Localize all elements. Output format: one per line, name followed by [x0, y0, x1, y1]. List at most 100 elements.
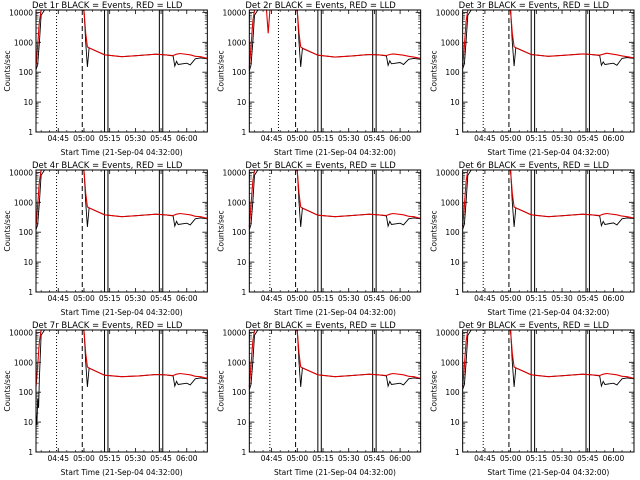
- x-tick-label: 05:00: [500, 134, 522, 143]
- x-tick-label: 04:45: [261, 294, 283, 303]
- plot-frame: [248, 329, 422, 453]
- y-tick-label: 1: [455, 128, 460, 137]
- y-axis-label: Counts/sec: [430, 50, 439, 91]
- plot-frame: [248, 169, 422, 293]
- x-axis-label: Start Time (21-Sep-04 04:32:00): [61, 148, 183, 157]
- x-tick-label: 05:00: [73, 454, 95, 463]
- lld-series-line: [35, 9, 208, 67]
- y-tick-label: 100: [445, 68, 460, 77]
- y-tick-label: 10000: [222, 328, 246, 337]
- x-tick-label: 06:00: [176, 454, 198, 463]
- x-tick-label: 04:45: [47, 294, 69, 303]
- y-tick-label: 1000: [227, 198, 246, 207]
- events-series-line: [35, 329, 208, 426]
- panel-title: Det 8r BLACK = Events, RED = LLD: [245, 321, 396, 331]
- lld-series-line: [248, 9, 421, 68]
- plot-frame: [35, 329, 208, 453]
- y-tick-label: 1: [242, 128, 247, 137]
- y-tick-label: 100: [232, 68, 247, 77]
- y-axis-label: Counts/sec: [3, 50, 12, 91]
- panel-det-5: Det 5r BLACK = Events, RED = LLD Start Ti…: [216, 161, 422, 317]
- panel-title: Det 6r BLACK = Events, RED = LLD: [459, 161, 610, 171]
- x-tick-label: 05:45: [150, 294, 172, 303]
- y-tick-label: 100: [445, 228, 460, 237]
- x-axis-label: Start Time (21-Sep-04 04:32:00): [274, 148, 396, 157]
- x-axis-label: Start Time (21-Sep-04 04:32:00): [487, 148, 609, 157]
- y-tick-label: 100: [232, 228, 247, 237]
- plot-frame: [462, 329, 635, 453]
- panel-det-1: Det 1r BLACK = Events, RED = LLD Start Ti…: [3, 1, 208, 157]
- x-tick-label: 06:00: [603, 134, 625, 143]
- lld-series-line: [35, 329, 208, 387]
- y-axis-label: Counts/sec: [3, 210, 12, 251]
- x-tick-label: 05:15: [99, 454, 121, 463]
- x-tick-label: 05:30: [551, 134, 573, 143]
- panel-det-7: Det 7r BLACK = Events, RED = LLD Start Ti…: [3, 321, 208, 477]
- x-tick-label: 05:30: [125, 454, 147, 463]
- y-tick-label: 10000: [436, 8, 460, 17]
- y-tick-label: 1000: [227, 38, 246, 47]
- y-tick-label: 10000: [9, 328, 33, 337]
- events-series-line: [248, 9, 421, 72]
- y-axis-label: Counts/sec: [216, 210, 225, 251]
- y-tick-label: 1: [455, 448, 460, 457]
- x-tick-label: 05:30: [125, 294, 147, 303]
- x-tick-label: 05:30: [338, 454, 360, 463]
- y-axis-label: Counts/sec: [430, 370, 439, 411]
- x-tick-label: 05:45: [364, 294, 386, 303]
- x-tick-label: 05:45: [364, 454, 386, 463]
- x-axis-label: Start Time (21-Sep-04 04:32:00): [487, 308, 609, 317]
- y-tick-label: 100: [232, 388, 247, 397]
- x-axis-label: Start Time (21-Sep-04 04:32:00): [61, 308, 183, 317]
- x-axis-label: Start Time (21-Sep-04 04:32:00): [274, 308, 396, 317]
- x-tick-label: 06:00: [389, 454, 411, 463]
- panel-title: Det 4r BLACK = Events, RED = LLD: [32, 161, 183, 171]
- lld-series-line: [462, 169, 635, 227]
- y-tick-label: 1000: [14, 38, 33, 47]
- x-tick-label: 05:45: [150, 454, 172, 463]
- x-tick-label: 05:45: [150, 134, 172, 143]
- plot-frame: [248, 9, 422, 133]
- panel-det-4: Det 4r BLACK = Events, RED = LLD Start Ti…: [3, 161, 208, 317]
- plot-frame: [35, 169, 208, 293]
- x-tick-label: 05:15: [526, 134, 548, 143]
- panel-det-2: Det 2r BLACK = Events, RED = LLD Start Ti…: [216, 1, 422, 157]
- x-tick-label: 05:00: [73, 134, 95, 143]
- y-tick-label: 100: [445, 388, 460, 397]
- panel-title: Det 7r BLACK = Events, RED = LLD: [32, 321, 183, 331]
- x-tick-label: 05:15: [312, 454, 334, 463]
- x-tick-label: 05:30: [551, 294, 573, 303]
- panel-det-6: Det 6r BLACK = Events, RED = LLD Start Ti…: [430, 161, 635, 317]
- x-tick-label: 05:00: [73, 294, 95, 303]
- lld-series-line: [462, 9, 635, 67]
- x-tick-label: 05:45: [577, 454, 599, 463]
- x-tick-label: 05:00: [286, 134, 308, 143]
- plot-frame: [35, 9, 208, 133]
- y-tick-label: 10: [23, 258, 33, 267]
- plot-frame: [462, 9, 635, 133]
- x-tick-label: 04:45: [47, 134, 69, 143]
- panel-det-8: Det 8r BLACK = Events, RED = LLD Start Ti…: [216, 321, 422, 477]
- y-tick-label: 10: [450, 418, 460, 427]
- y-tick-label: 1000: [441, 358, 460, 367]
- x-tick-label: 04:45: [261, 134, 283, 143]
- y-tick-label: 1: [28, 288, 33, 297]
- panel-det-9: Det 9r BLACK = Events, RED = LLD Start Ti…: [430, 321, 635, 477]
- x-tick-label: 05:00: [500, 454, 522, 463]
- y-tick-label: 10000: [222, 168, 246, 177]
- y-tick-label: 1000: [441, 198, 460, 207]
- y-tick-label: 10000: [9, 8, 33, 17]
- y-tick-label: 1: [242, 288, 247, 297]
- y-tick-label: 1: [28, 448, 33, 457]
- y-tick-label: 1: [455, 288, 460, 297]
- x-tick-label: 04:45: [474, 454, 496, 463]
- y-tick-label: 10: [23, 418, 33, 427]
- events-series-line: [462, 169, 635, 230]
- x-tick-label: 05:15: [312, 134, 334, 143]
- panel-title: Det 5r BLACK = Events, RED = LLD: [245, 161, 396, 171]
- y-tick-label: 10000: [436, 328, 460, 337]
- y-axis-label: Counts/sec: [430, 210, 439, 251]
- x-tick-label: 05:00: [286, 294, 308, 303]
- y-axis-label: Counts/sec: [216, 50, 225, 91]
